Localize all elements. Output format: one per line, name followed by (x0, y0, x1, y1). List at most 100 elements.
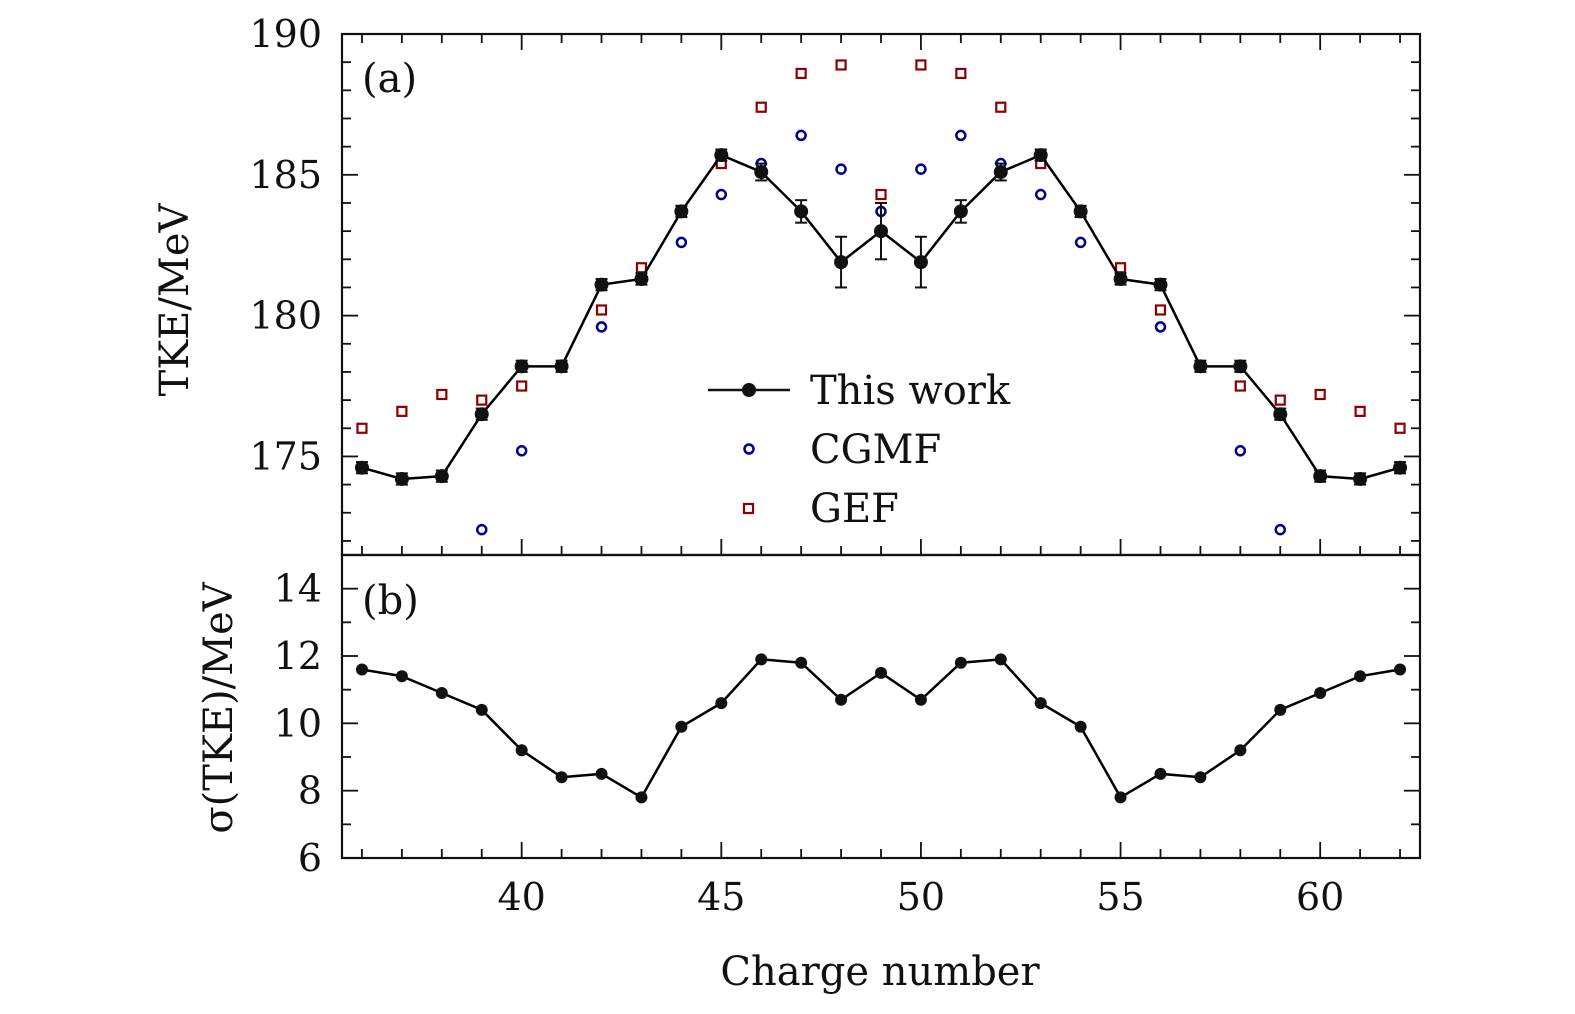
cgmf-point (835, 163, 847, 175)
gef-point (1234, 380, 1246, 392)
this-work-point (474, 407, 489, 422)
this-work-point (554, 359, 569, 374)
sigma-point (435, 687, 448, 700)
this-work-point (354, 460, 369, 475)
legend-label-this-work: This work (810, 368, 1011, 414)
sigma-point (875, 666, 887, 679)
gef-point (1274, 394, 1286, 406)
sigma-point (1074, 720, 1087, 733)
y-tick-label-a: 180 (249, 294, 322, 338)
this-work-point (434, 469, 449, 484)
sigma-point (475, 703, 488, 716)
this-work-point (1313, 469, 1328, 484)
y-tick-label-b: 14 (274, 567, 322, 611)
this-work-point (953, 204, 968, 219)
gef-point (795, 67, 807, 80)
sigma-point (595, 767, 608, 780)
this-work-point (674, 204, 689, 219)
panel-a-frame (340, 32, 1422, 557)
sigma-point (515, 744, 528, 757)
gef-point (955, 67, 967, 80)
sigma-point (675, 720, 688, 733)
this-work-point (514, 359, 529, 374)
sigma-point (1274, 703, 1287, 716)
gef-point (595, 304, 608, 316)
x-tick-label: 45 (697, 875, 745, 919)
this-work-point (1393, 460, 1408, 475)
this-work-point (1353, 471, 1368, 486)
gef-point (476, 394, 488, 406)
cgmf-point (1274, 523, 1287, 536)
gef-point (1114, 262, 1127, 274)
sigma-point (355, 663, 368, 676)
this-work-point (594, 277, 609, 292)
sigma-point (555, 771, 568, 784)
sigma-point (715, 697, 728, 710)
panel-a-plot (354, 59, 1408, 536)
cgmf-point (1034, 188, 1047, 201)
y-tick-label-a: 185 (249, 153, 322, 197)
gef-point (1154, 304, 1167, 316)
panel-b-plot (355, 653, 1407, 804)
gef-point (436, 388, 448, 401)
legend-marker-this-work (742, 383, 756, 397)
gef-point (875, 188, 887, 201)
sigma-point (1314, 687, 1327, 700)
gef-point (1354, 405, 1366, 417)
gef-point (995, 101, 1007, 113)
this-work-point (913, 255, 928, 270)
sigma-point (954, 656, 967, 669)
this-work-point (1113, 272, 1128, 287)
this-work-point (754, 164, 769, 179)
cgmf-point (795, 129, 807, 142)
legend-marker-cgmf (743, 443, 755, 455)
gef-point (516, 380, 528, 392)
cgmf-point (915, 163, 927, 175)
cgmf-point (675, 236, 688, 249)
legend-marker-gef (742, 502, 755, 515)
this-work-point (1193, 359, 1208, 374)
cgmf-point (1234, 445, 1247, 457)
y-tick-label-b: 6 (298, 836, 322, 880)
y-tick-label-b: 8 (298, 769, 322, 813)
y-axis-title-b: σ(TKE)/MeV (196, 581, 242, 833)
x-tick-label: 60 (1296, 875, 1344, 919)
gef-point (356, 422, 368, 434)
gef-point (1314, 388, 1326, 401)
gef-point (755, 101, 767, 113)
sigma-point (1394, 663, 1407, 676)
this-work-point (874, 224, 888, 239)
panel-b-label: (b) (362, 578, 419, 624)
this-work-point (1033, 148, 1048, 163)
cgmf-point (955, 129, 967, 142)
y-tick-label-a: 190 (249, 12, 322, 56)
sigma-point (1194, 771, 1207, 784)
sigma-point (635, 791, 648, 804)
gef-point (915, 59, 927, 71)
sigma-point (1154, 767, 1167, 780)
sigma-point (1034, 697, 1047, 710)
cgmf-point (1154, 321, 1167, 333)
cgmf-point (475, 523, 488, 536)
sigma-point (914, 693, 927, 706)
legend: This work CGMF GEF (708, 368, 1011, 532)
y-tick-label-b: 10 (274, 701, 322, 745)
this-work-point (634, 272, 649, 287)
cgmf-point (1074, 236, 1087, 249)
gef-point (396, 405, 408, 417)
legend-label-gef: GEF (810, 486, 899, 532)
y-tick-label-b: 12 (274, 634, 322, 678)
cgmf-point (515, 445, 528, 457)
sigma-point (795, 656, 808, 669)
sigma-point (755, 653, 768, 666)
x-tick-label: 55 (1096, 875, 1144, 919)
this-work-point (1233, 359, 1248, 374)
this-work-point (993, 164, 1008, 179)
sigma-point (395, 670, 408, 683)
this-work-point (714, 148, 729, 163)
panel-a-label: (a) (362, 56, 417, 102)
this-work-point (1273, 407, 1288, 422)
this-work-point (834, 255, 849, 270)
gef-point (1394, 422, 1406, 434)
panel-b-frame (340, 553, 1422, 860)
